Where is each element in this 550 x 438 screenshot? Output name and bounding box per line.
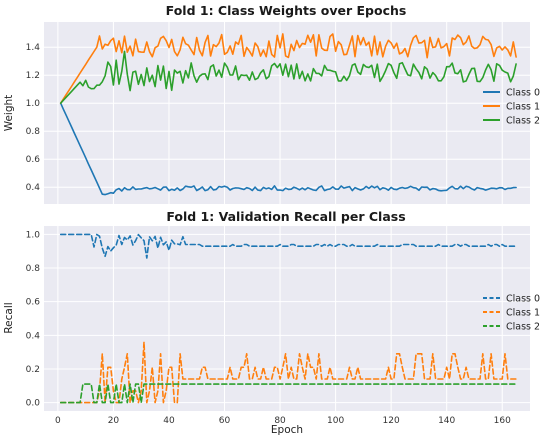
recall-x-tick-label: 120 [383, 416, 400, 426]
recall-chart-title: Fold 1: Validation Recall per Class [166, 209, 405, 224]
recall-y-tick-label: 0.6 [26, 298, 41, 308]
recall-series-line-class-0 [59, 233, 517, 259]
weights-grid [44, 22, 530, 204]
recall-x-tick-label: 20 [108, 416, 120, 426]
weights-y-axis-label: Weight [3, 95, 15, 132]
recall-y-tick-label: 0.2 [26, 365, 40, 375]
recall-x-tick-label: 40 [163, 416, 175, 426]
recall-series-lines [59, 233, 517, 404]
recall-x-ticks: 0 20 40 60 80 100 120 140 160 [55, 416, 511, 426]
recall-x-tick-label: 160 [494, 416, 511, 426]
weights-series-lines [59, 33, 517, 196]
weights-y-tick-label: 0.6 [26, 155, 41, 165]
recall-x-tick-label: 80 [274, 416, 286, 426]
recall-legend-label: Class 1 [506, 308, 540, 319]
recall-x-tick-label: 140 [438, 416, 455, 426]
weights-series-line-class-0 [59, 102, 517, 196]
recall-x-axis-label: Epoch [271, 424, 303, 436]
weights-chart-title: Fold 1: Class Weights over Epochs [166, 3, 407, 18]
weights-y-tick-label: 1.4 [26, 43, 41, 53]
recall-series-line-class-2 [59, 383, 517, 404]
recall-y-tick-label: 1.0 [26, 230, 41, 240]
weights-legend-label: Class 1 [506, 102, 540, 113]
weights-y-ticks: 0.4 0.6 0.8 1.0 1.2 1.4 [26, 43, 41, 193]
recall-y-ticks: 0.0 0.2 0.4 0.6 0.8 1.0 [26, 230, 41, 408]
recall-x-tick-label: 60 [219, 416, 231, 426]
recall-x-tick-label: 100 [327, 416, 344, 426]
recall-y-tick-label: 0.4 [26, 331, 41, 341]
recall-series-line-class-1 [59, 341, 517, 404]
weights-legend-label: Class 2 [506, 116, 540, 127]
weights-y-tick-label: 0.8 [26, 127, 41, 137]
recall-legend-label: Class 2 [506, 322, 540, 333]
recall-y-tick-label: 0.0 [26, 399, 41, 409]
weights-y-tick-label: 1.2 [26, 71, 40, 81]
recall-panel: Fold 1: Validation Recall per Class 0.00… [3, 209, 540, 436]
recall-y-tick-label: 0.8 [26, 264, 41, 274]
recall-x-tick-label: 0 [55, 416, 61, 426]
recall-grid [44, 226, 530, 411]
weights-series-line-class-1 [59, 33, 517, 104]
weights-panel: Fold 1: Class Weights over Epochs 0.4 0.6… [3, 3, 540, 204]
weights-series-line-class-2 [59, 50, 517, 104]
weights-legend: Class 0 Class 1 Class 2 [483, 88, 540, 127]
recall-plot-area [44, 226, 530, 411]
recall-legend-label: Class 0 [506, 294, 540, 305]
weights-y-tick-label: 1.0 [26, 99, 41, 109]
weights-y-tick-label: 0.4 [26, 183, 41, 193]
recall-legend: Class 0 Class 1 Class 2 [483, 294, 540, 333]
recall-y-axis-label: Recall [3, 302, 15, 333]
weights-legend-label: Class 0 [506, 88, 540, 99]
